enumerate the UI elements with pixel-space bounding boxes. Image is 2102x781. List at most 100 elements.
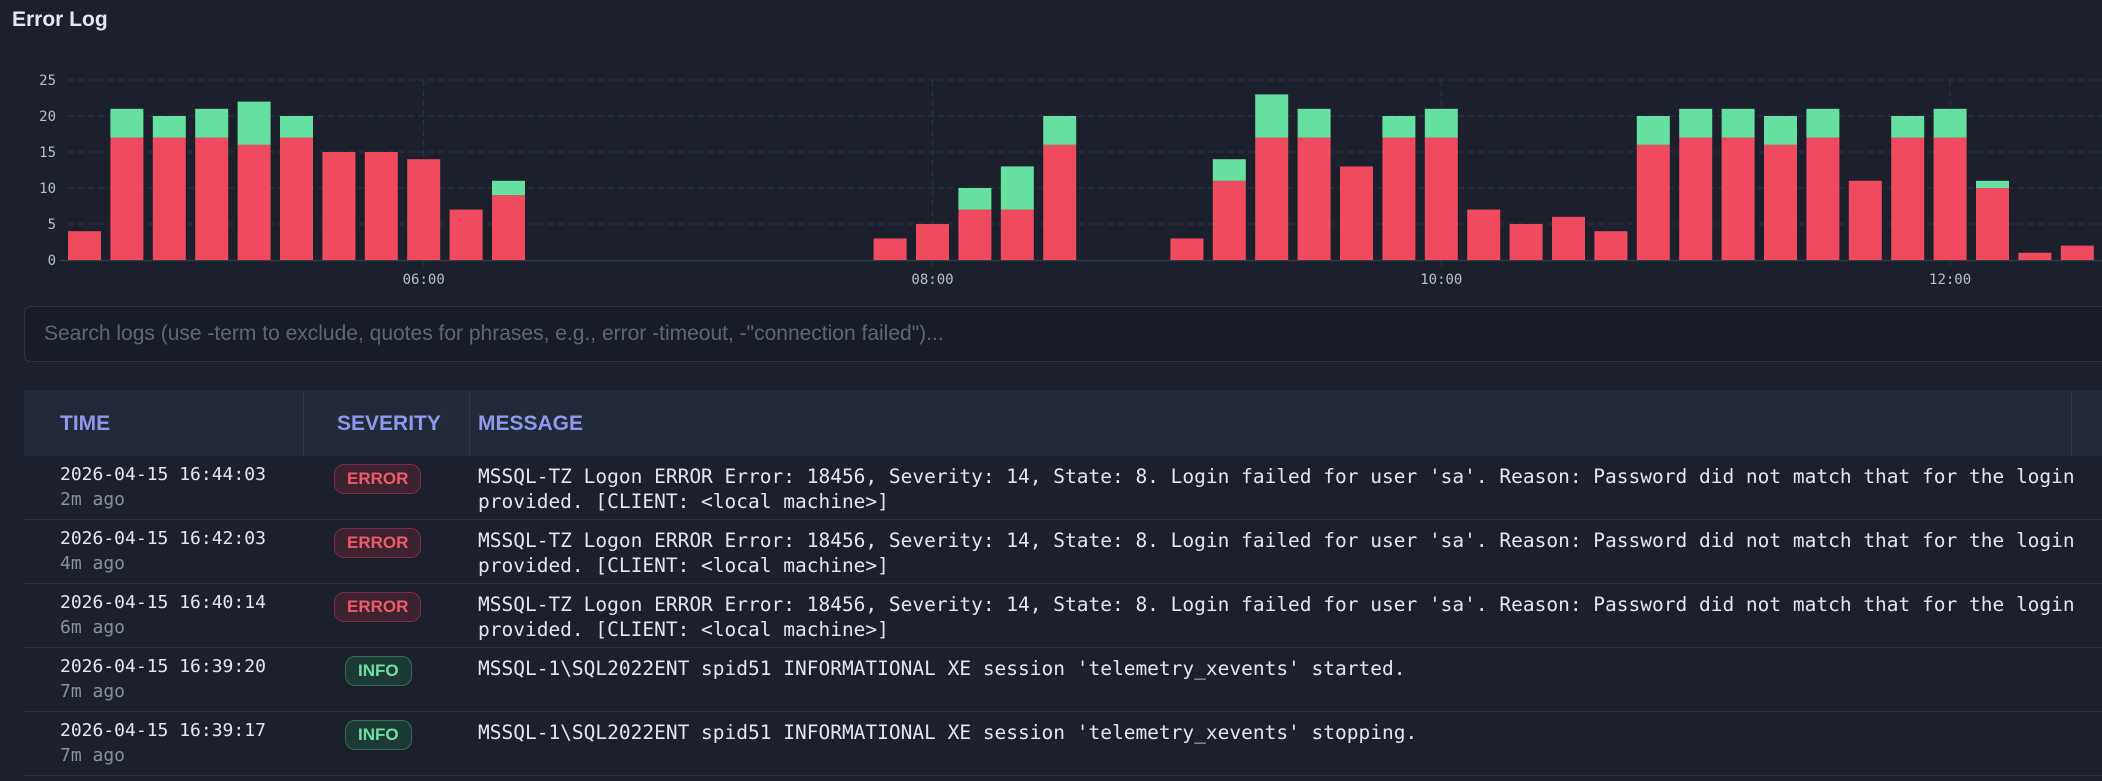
bar-info [1382, 116, 1416, 138]
bar-error [110, 137, 144, 260]
bar-error [1764, 144, 1797, 260]
y-tick-label: 0 [48, 253, 56, 269]
log-time: 2026-04-15 16:40:14 [60, 592, 266, 613]
log-relative-time: 2m ago [60, 489, 126, 510]
bar-error [280, 137, 313, 260]
search-box[interactable] [24, 306, 2102, 362]
log-relative-time: 6m ago [60, 617, 126, 638]
bar-error [1000, 209, 1034, 260]
bar-error [1891, 137, 1925, 260]
bar-error [1721, 137, 1755, 260]
bar-error [1933, 137, 1967, 260]
log-relative-time: 4m ago [60, 553, 126, 574]
bar-info [1721, 108, 1755, 138]
bar-info [110, 108, 144, 138]
bar-error [1255, 137, 1289, 260]
bar-info [1764, 116, 1797, 145]
severity-badge: INFO [345, 720, 412, 750]
bar-error [1212, 180, 1246, 260]
bar-error [449, 209, 483, 260]
column-header-severity[interactable]: SEVERITY [337, 412, 441, 435]
search-input[interactable] [25, 307, 2102, 361]
bar-error [1043, 144, 1077, 260]
log-time: 2026-04-15 16:44:03 [60, 464, 266, 485]
column-header-message[interactable]: MESSAGE [478, 412, 584, 435]
bar-error [1382, 137, 1416, 260]
log-time: 2026-04-15 16:39:17 [60, 720, 266, 741]
bar-info [195, 108, 229, 138]
y-tick-label: 15 [39, 145, 56, 161]
bar-error [1679, 137, 1713, 260]
error-log-histogram: 0 5 10 15 20 25 06:00 08:00 10:00 12:00 [39, 73, 2102, 288]
table-row[interactable]: 2026-04-15 16:39:17 7m ago INFO MSSQL-1\SQL… [24, 712, 2102, 776]
bar-info [280, 116, 313, 138]
bar-info [1255, 94, 1289, 138]
y-tick-label: 20 [39, 109, 56, 125]
log-message: MSSQL-TZ Logon ERROR Error: 18456, Sever… [478, 593, 2087, 641]
log-relative-time: 7m ago [60, 745, 126, 766]
bar-info [1891, 116, 1925, 138]
severity-badge: ERROR [334, 592, 422, 622]
column-divider [303, 390, 304, 456]
bar-info [1636, 116, 1670, 145]
bar-info [1297, 108, 1331, 138]
severity-badge: INFO [345, 656, 412, 686]
x-tick-label: 06:00 [403, 272, 445, 288]
bar-info [492, 180, 525, 196]
log-message: MSSQL-TZ Logon ERROR Error: 18456, Sever… [478, 465, 2087, 513]
bar-error [958, 209, 992, 260]
bar-error [492, 195, 525, 260]
bar-error [195, 137, 229, 260]
table-row[interactable]: 2026-04-15 16:42:03 4m ago ERROR MSSQL-TZ L… [24, 520, 2102, 584]
log-relative-time: 7m ago [60, 681, 126, 702]
bar-error [152, 137, 186, 260]
x-tick-label: 10:00 [1420, 272, 1462, 288]
bar-error [237, 144, 271, 260]
bar-error [1340, 166, 1373, 260]
bar-error [1552, 216, 1585, 260]
x-tick-label: 12:00 [1929, 272, 1971, 288]
bar-info [1212, 159, 1246, 181]
bar-error [2018, 252, 2052, 260]
bar-error [1170, 238, 1204, 260]
column-divider [2071, 390, 2072, 456]
bar-error [1297, 137, 1331, 260]
bar-info [152, 116, 186, 138]
bar-error [1594, 231, 1628, 260]
column-header-time[interactable]: TIME [60, 412, 111, 435]
y-tick-label: 25 [39, 73, 56, 89]
severity-badge: ERROR [334, 528, 422, 558]
bar-error [407, 159, 441, 260]
table-row[interactable]: 2026-04-15 16:40:14 6m ago ERROR MSSQL-TZ L… [24, 584, 2102, 648]
bar-info [1424, 108, 1458, 138]
bar-info [1806, 108, 1840, 138]
bar-error [1424, 137, 1458, 260]
column-divider [469, 390, 470, 456]
bar-error [1806, 137, 1840, 260]
table-row[interactable]: 2026-04-15 16:39:20 7m ago INFO MSSQL-1\SQL… [24, 648, 2102, 712]
bar-error [1976, 188, 2009, 260]
log-message: MSSQL-1\SQL2022ENT spid51 INFORMATIONAL … [478, 721, 1418, 744]
page-title: Error Log [12, 8, 108, 31]
table-header: TIME SEVERITY MESSAGE [24, 390, 2102, 456]
table-row[interactable]: 2026-04-15 16:44:03 2m ago ERROR MSSQL-TZ L… [24, 456, 2102, 520]
bar-info [1000, 166, 1034, 210]
log-time: 2026-04-15 16:42:03 [60, 528, 266, 549]
bar-error [1848, 180, 1882, 260]
log-message: MSSQL-1\SQL2022ENT spid51 INFORMATIONAL … [478, 657, 1406, 680]
bar-error [322, 152, 356, 260]
bar-info [1933, 108, 1967, 138]
bar-info [1679, 108, 1713, 138]
x-tick-label: 08:00 [911, 272, 953, 288]
bar-error [873, 238, 907, 260]
log-time: 2026-04-15 16:39:20 [60, 656, 266, 677]
bar-error [916, 224, 949, 260]
bar-info [958, 188, 992, 210]
bar-error [2060, 245, 2094, 260]
bar-error [1467, 209, 1501, 260]
severity-badge: ERROR [334, 464, 422, 494]
bar-info [237, 101, 271, 145]
bar-info [1043, 116, 1077, 145]
log-message: MSSQL-TZ Logon ERROR Error: 18456, Sever… [478, 529, 2087, 577]
y-tick-label: 10 [39, 181, 56, 197]
